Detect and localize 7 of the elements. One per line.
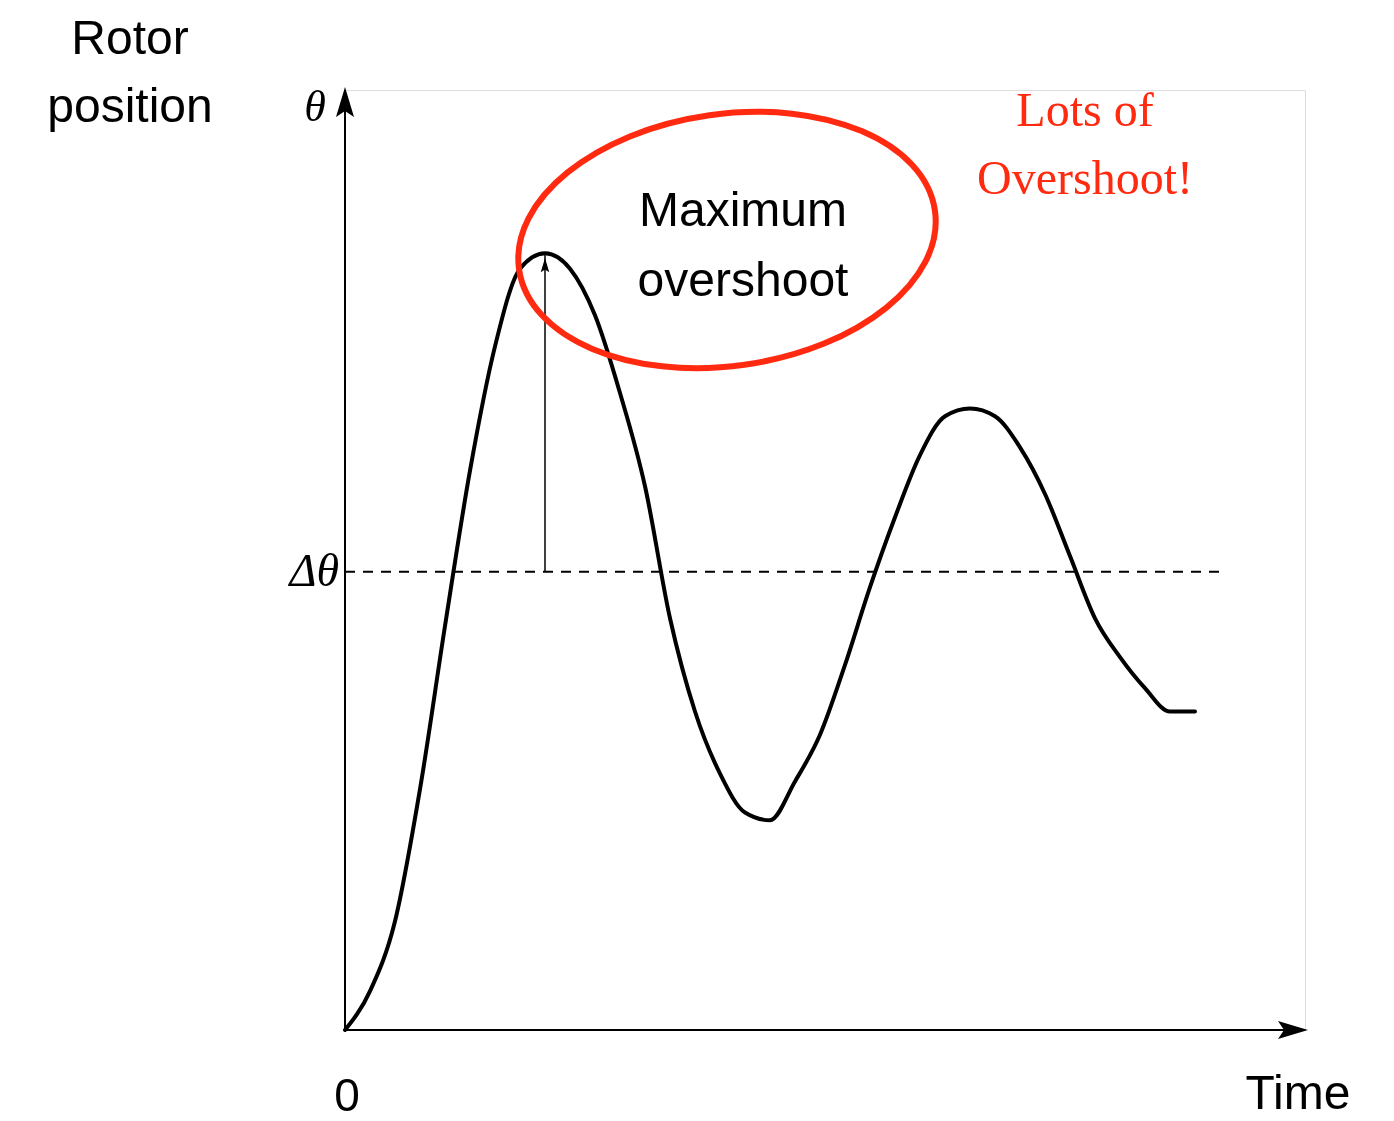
text: θ: [304, 82, 326, 131]
text: 0: [334, 1069, 360, 1121]
y-axis-title: Rotor position: [47, 11, 213, 132]
annotation: Maximum overshoot: [637, 183, 849, 306]
x-axis-title: Time: [1245, 1066, 1351, 1119]
text: Lots of Overshoot!: [977, 83, 1193, 204]
ref-line-label: Δθ: [287, 544, 339, 596]
